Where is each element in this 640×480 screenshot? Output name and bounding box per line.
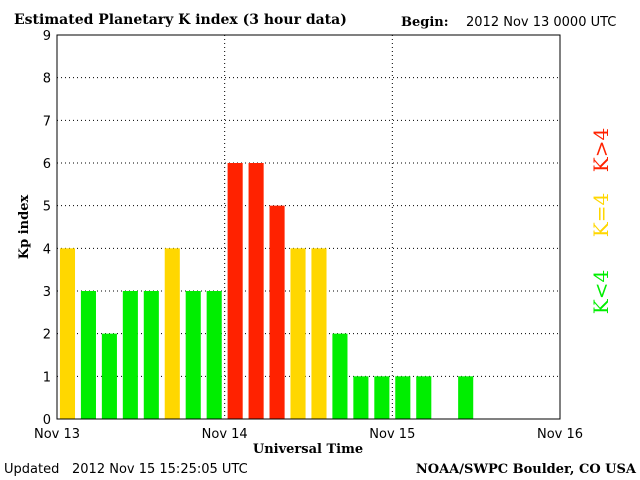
kp-bar <box>80 291 96 419</box>
y-tick-label: 2 <box>43 328 51 343</box>
y-tick-label: 8 <box>43 72 51 87</box>
kp-bar <box>143 291 159 419</box>
kp-bar <box>332 333 348 419</box>
kp-bar <box>122 291 138 419</box>
updated-value: 2012 Nov 15 15:25:05 UTC <box>72 462 248 477</box>
kp-bar <box>269 205 285 419</box>
begin-label: Begin: <box>401 15 449 30</box>
kp-bar <box>101 333 117 419</box>
plot-frame <box>56 34 561 420</box>
chart-title: Estimated Planetary K index (3 hour data… <box>14 12 347 28</box>
x-tick-label: Nov 13 <box>34 427 80 442</box>
kp-bar <box>164 248 180 419</box>
kp-bar <box>458 376 474 419</box>
source-credit: NOAA/SWPC Boulder, CO USA <box>416 462 637 477</box>
kp-bar <box>206 291 222 419</box>
updated-label: Updated <box>4 462 59 477</box>
kp-bar <box>59 248 76 419</box>
grid-lines <box>57 35 560 419</box>
x-tick-labels: Nov 13 Nov 14 Nov 15 Nov 16 <box>34 427 583 442</box>
y-tick-label: 5 <box>43 200 51 215</box>
kp-bar <box>290 248 306 419</box>
x-tick-label: Nov 16 <box>537 427 583 442</box>
y-tick-label: 3 <box>43 285 51 300</box>
y-tick-label: 6 <box>43 157 51 172</box>
kp-bar <box>248 163 264 419</box>
kp-bar <box>416 376 432 419</box>
bars-group <box>59 163 474 419</box>
kp-bar <box>227 163 243 419</box>
x-tick-label: Nov 14 <box>202 427 248 442</box>
x-axis-title: Universal Time <box>253 442 363 457</box>
legend-k-greater-4: K>4 <box>589 128 613 172</box>
kp-bar <box>185 291 201 419</box>
kp-bar <box>374 376 390 419</box>
y-tick-label: 1 <box>43 370 51 385</box>
kp-bar <box>353 376 369 419</box>
kp-bar <box>311 248 327 419</box>
y-tick-label: 7 <box>43 114 51 129</box>
kp-bar <box>395 376 411 419</box>
legend-k-equal-4: K=4 <box>589 193 613 237</box>
begin-value: 2012 Nov 13 0000 UTC <box>466 15 616 30</box>
y-tick-label: 9 <box>43 29 51 44</box>
y-tick-label: 0 <box>43 413 51 428</box>
y-tick-label: 4 <box>43 242 51 257</box>
legend-k-less-4: K<4 <box>589 270 613 314</box>
x-tick-label: Nov 15 <box>369 427 415 442</box>
y-tick-labels: 0 1 2 3 4 5 6 7 8 9 <box>43 29 51 428</box>
y-axis-title: Kp index <box>17 195 32 260</box>
